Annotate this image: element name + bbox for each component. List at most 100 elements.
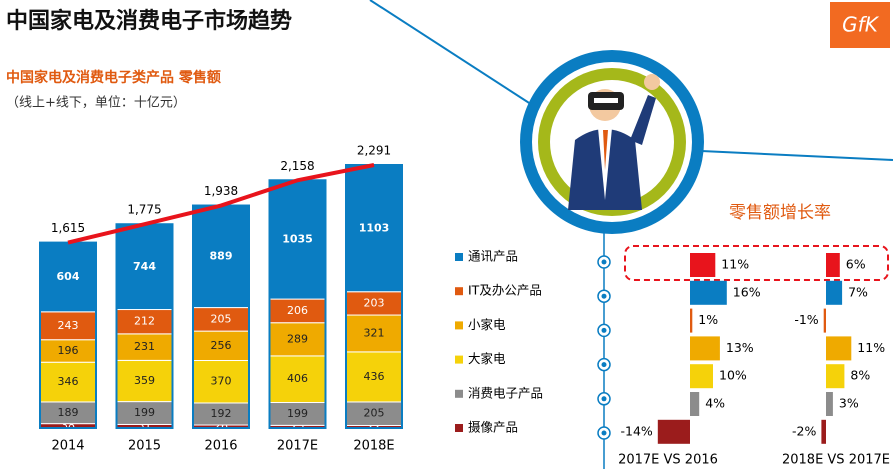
segment-label: 203 (364, 296, 385, 309)
segment-label: 289 (287, 332, 308, 345)
illustration (520, 50, 704, 234)
bar-segment (39, 311, 97, 341)
growth-label: 6% (846, 257, 866, 272)
bar-segment (192, 359, 250, 404)
growth-label: 13% (726, 340, 754, 355)
segment-label: 196 (58, 344, 79, 357)
growth-label: -14% (621, 423, 653, 438)
bar-segment (116, 223, 173, 311)
legend-swatch (455, 389, 463, 398)
legend-dot-inner (601, 327, 607, 333)
segment-label: 256 (211, 339, 232, 352)
growth-label: 16% (733, 284, 761, 299)
legend-label: 摄像产品 (468, 420, 518, 435)
total-label: 2,158 (280, 159, 314, 173)
segment-label: 231 (134, 340, 155, 353)
total-line (67, 163, 375, 245)
total-label: 1,775 (127, 203, 161, 217)
segment-label: 243 (58, 319, 79, 332)
growth-bar (826, 336, 852, 361)
total-label: 1,615 (51, 221, 85, 235)
legend-dot-inner (601, 396, 607, 402)
legend-dot-inner (601, 259, 607, 265)
legend-label: 小家电 (468, 317, 506, 332)
growth-label: -1% (794, 312, 818, 327)
growth-bar (826, 392, 833, 416)
segment-label: 370 (211, 375, 232, 388)
deco-line (369, 0, 541, 111)
x-tick-label: 2017E (277, 439, 318, 454)
logo: GfK (842, 13, 880, 37)
bar-segment (116, 309, 173, 335)
growth-label: 11% (857, 340, 885, 355)
total-label: 2,291 (357, 144, 391, 158)
segment-label: 359 (134, 374, 155, 387)
growth-label: 11% (721, 257, 749, 272)
logo-box (830, 2, 890, 48)
unit: （线上+线下，单位：十亿元） (6, 96, 186, 111)
segment-label: 205 (364, 407, 385, 420)
segment-label: 205 (211, 312, 232, 325)
growth-label: 1% (698, 312, 718, 327)
segment-label: 206 (287, 304, 308, 317)
segment-label: 1103 (359, 221, 390, 234)
bar-segment (269, 355, 326, 404)
growth-bar (821, 419, 826, 444)
bar-segment (345, 314, 403, 353)
segment-label: 321 (364, 326, 385, 339)
growth-bar (690, 308, 693, 333)
legend-dot-inner (601, 430, 607, 436)
growth-bar (826, 253, 840, 277)
growth-label: -2% (792, 423, 816, 438)
growth-bar (826, 280, 843, 305)
x-tick-label: 2018E (353, 439, 394, 454)
growth-bar (690, 336, 720, 361)
segment-label: 189 (58, 406, 79, 419)
growth-bar (690, 253, 716, 277)
segment-label: 212 (134, 315, 155, 328)
x-axis-label: 2018E VS 2017E (782, 453, 890, 468)
legend-dot-inner (601, 362, 607, 368)
legend-swatch (455, 355, 463, 364)
growth-bar (690, 392, 700, 416)
growth-label: 10% (719, 368, 747, 383)
growth-label: 4% (705, 396, 725, 411)
legend-swatch (455, 424, 463, 432)
bar-segment (345, 351, 403, 403)
growth-bar (690, 280, 727, 305)
segment-label: 744 (133, 260, 156, 273)
total-label: 1,938 (204, 184, 238, 198)
bar-segment (116, 359, 173, 403)
x-tick-label: 2015 (128, 439, 161, 454)
x-axis-label: 2017E VS 2016 (618, 453, 718, 468)
deco-line (679, 149, 893, 161)
growth-bar (826, 364, 845, 389)
legend-swatch (455, 321, 463, 330)
legend-swatch (455, 253, 463, 261)
legend-label: 大家电 (468, 351, 506, 366)
growth-bar (823, 308, 826, 333)
highlight-box (624, 245, 889, 281)
segment-label: 192 (211, 407, 232, 420)
x-tick-label: 2014 (51, 439, 84, 454)
subtitle: 中国家电及消费电子类产品 零售额 (6, 69, 221, 86)
segment-label: 199 (287, 407, 308, 420)
growth-bar (657, 419, 690, 444)
growth-bar (690, 364, 713, 389)
growth-label: 7% (848, 284, 868, 299)
segment-label: 604 (57, 270, 80, 283)
segment-label: 199 (134, 406, 155, 419)
segment-label: 436 (364, 370, 385, 383)
growth-label: 3% (839, 396, 859, 411)
segment-label: 346 (58, 375, 79, 388)
x-tick-label: 2016 (204, 439, 237, 454)
segment-label: 889 (210, 250, 233, 263)
legend-swatch (455, 287, 463, 296)
bar-segment (192, 205, 250, 309)
legend-dot-inner (601, 293, 607, 299)
segment-label: 1035 (282, 233, 313, 246)
growth-label: 8% (850, 368, 870, 383)
legend-label: 通讯产品 (468, 249, 518, 264)
legend-label: 消费电子产品 (468, 385, 543, 400)
